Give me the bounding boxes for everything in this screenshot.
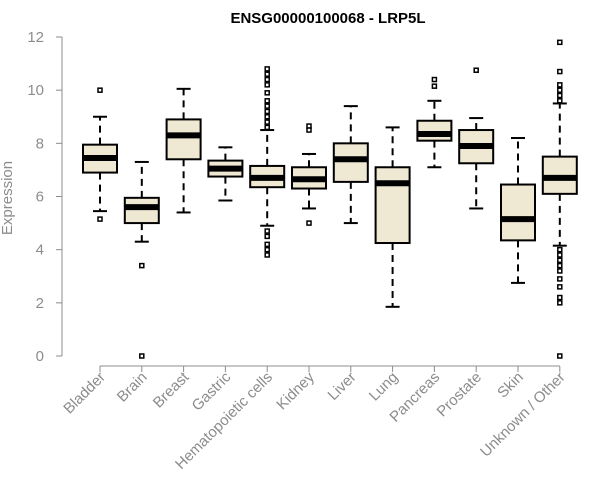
y-tick-label: 12: [27, 29, 44, 46]
boxes: [82, 39, 578, 359]
y-axis-label: Expression: [0, 161, 16, 235]
outlier-point: [264, 108, 270, 115]
box-group: [165, 87, 202, 214]
outlier-point: [264, 119, 270, 125]
outlier-point: [557, 82, 563, 88]
x-tick-label: Prostate: [433, 369, 485, 421]
outlier-point: [557, 252, 563, 258]
iqr-box: [165, 118, 202, 161]
iqr-box: [123, 196, 160, 225]
outlier-point: [306, 220, 312, 226]
iqr-box: [416, 119, 453, 142]
box-group: [82, 87, 118, 222]
y-tick-label: 0: [36, 348, 44, 365]
outlier-point: [557, 246, 563, 253]
x-tick-label: Skin: [494, 369, 527, 402]
outlier-point: [557, 268, 563, 274]
y-tick-label: 2: [36, 295, 44, 312]
chart-title: ENSG00000100068 - LRP5L: [230, 10, 425, 27]
outlier-point: [264, 82, 270, 88]
outlier-point: [264, 246, 270, 253]
outlier-point: [264, 71, 270, 77]
outlier-point: [97, 216, 103, 222]
iqr-box: [374, 166, 411, 245]
outlier-point: [264, 76, 270, 83]
x-tick-label: Breast: [150, 368, 193, 411]
outlier-point: [557, 294, 563, 301]
outlier-point: [264, 103, 270, 109]
outlier-point: [557, 300, 563, 306]
outlier-point: [557, 276, 563, 282]
outlier-point: [557, 39, 563, 46]
outlier-point: [139, 353, 145, 359]
outlier-point: [264, 114, 270, 120]
outlier-point: [306, 127, 312, 133]
iqr-box: [332, 142, 369, 183]
box-group: [416, 76, 453, 169]
box-group: [332, 105, 369, 225]
outlier-point: [557, 262, 563, 269]
outlier-point: [97, 87, 103, 93]
outlier-point: [557, 257, 563, 264]
box-group: [207, 146, 244, 202]
outlier-point: [139, 262, 145, 269]
outlier-point: [557, 92, 563, 99]
outlier-point: [557, 87, 563, 93]
y-tick-label: 4: [36, 242, 44, 259]
box-group: [500, 137, 536, 284]
outlier-point: [557, 353, 563, 359]
x-tick-label: Kidney: [273, 368, 318, 413]
box-group: [123, 160, 160, 359]
outlier-point: [557, 284, 563, 290]
outlier-point: [557, 68, 563, 75]
outlier-point: [264, 90, 270, 96]
y-tick-label: 10: [27, 82, 44, 99]
outlier-point: [431, 83, 438, 89]
outlier-point: [264, 66, 270, 72]
box-group: [541, 39, 578, 359]
outlier-point: [264, 233, 270, 240]
x-tick-label: Lung: [366, 369, 402, 405]
outlier-point: [264, 241, 270, 248]
box-group: [291, 123, 327, 226]
outlier-point: [264, 252, 270, 258]
y-tick-label: 8: [36, 135, 44, 152]
outlier-point: [473, 67, 479, 73]
y-axis: 0 2 4 6 8 10 12: [27, 29, 63, 365]
x-tick-label: Brain: [114, 369, 151, 406]
x-tick-label: Bladder: [60, 369, 109, 418]
iqr-box: [500, 183, 536, 242]
y-tick-label: 6: [36, 189, 44, 206]
box-group: [458, 67, 495, 210]
x-tick-label: Liver: [325, 369, 360, 404]
box-group: [374, 126, 411, 308]
box-group: [249, 66, 286, 258]
outlier-point: [264, 228, 270, 234]
outlier-point: [431, 76, 438, 83]
outlier-point: [264, 98, 270, 104]
outlier-point: [264, 124, 270, 131]
outlier-point: [557, 98, 563, 104]
